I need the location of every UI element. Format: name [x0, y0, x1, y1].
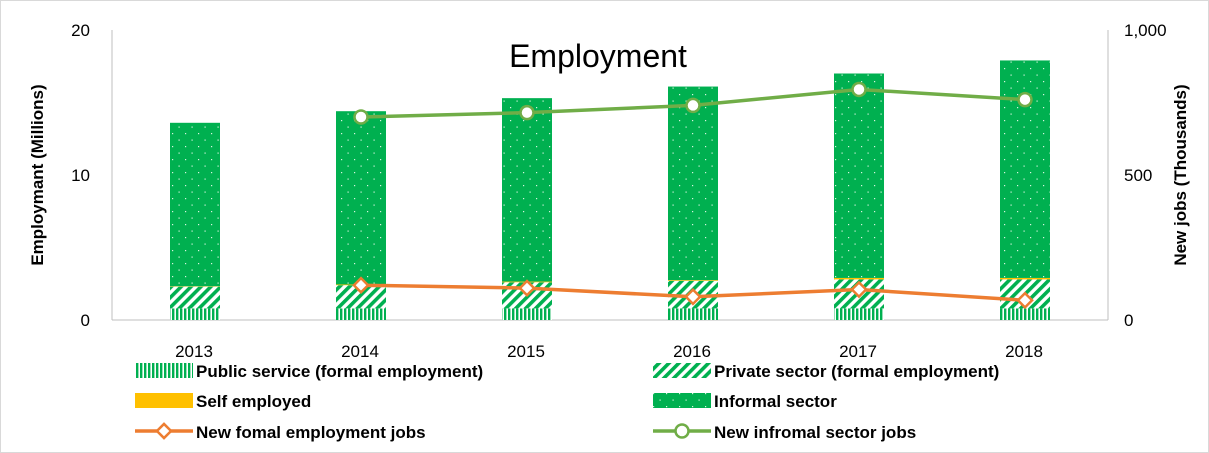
legend-swatch-vertical-stripes — [135, 363, 193, 378]
y2-axis-title: New jobs (Thousands) — [1171, 84, 1190, 265]
bar-segment — [170, 308, 220, 320]
legend-label: Public service (formal employment) — [196, 362, 483, 381]
data-point-circle[interactable] — [851, 81, 867, 98]
legend-item-informal-sector[interactable]: Informal sector — [653, 392, 837, 411]
x-tick-label: 2016 — [673, 342, 711, 361]
data-point-circle[interactable] — [685, 97, 701, 114]
y-axis-title: Employmant (Millions) — [28, 84, 47, 265]
x-tick-label: 2015 — [507, 342, 545, 361]
y-tick-label: 20 — [71, 21, 90, 40]
y2-tick-label: 1,000 — [1124, 21, 1167, 40]
x-tick-label: 2017 — [839, 342, 877, 361]
legend-item-private-sector[interactable]: Private sector (formal employment) — [653, 362, 999, 381]
legend-label: New fomal employment jobs — [196, 423, 426, 442]
legend-label: New infromal sector jobs — [714, 423, 916, 442]
x-tick-label: 2013 — [175, 342, 213, 361]
bar-segment — [668, 86, 718, 281]
legend-label: Private sector (formal employment) — [714, 362, 999, 381]
diamond-marker-icon — [155, 422, 173, 440]
y-tick-label: 10 — [71, 166, 90, 185]
legend-label: Self employed — [196, 392, 311, 411]
bar-segment — [668, 280, 718, 281]
y2-tick-label: 0 — [1124, 311, 1133, 330]
legend-item-new-informal-jobs[interactable]: New infromal sector jobs — [653, 423, 916, 442]
circle-marker-icon — [674, 423, 690, 439]
data-point-circle[interactable] — [1017, 91, 1033, 108]
legend-swatch-dots — [653, 393, 711, 408]
legend-swatch-solid — [135, 393, 193, 408]
bar-segment — [336, 111, 386, 285]
legend-item-public-service[interactable]: Public service (formal employment) — [135, 362, 483, 381]
data-point-diamond[interactable] — [850, 280, 868, 299]
bar-segment — [834, 277, 884, 280]
legend-item-new-formal-jobs[interactable]: New fomal employment jobs — [135, 422, 426, 442]
data-point-diamond[interactable] — [684, 287, 702, 306]
legend: Public service (formal employment) Priva… — [135, 362, 999, 442]
bars-layer — [170, 60, 1050, 320]
y-tick-label: 0 — [81, 311, 90, 330]
chart-title: Employment — [509, 38, 687, 74]
bar-segment — [502, 98, 552, 282]
data-point-diamond[interactable] — [518, 279, 536, 297]
y2-tick-label: 500 — [1124, 166, 1152, 185]
bar-segment — [502, 308, 552, 320]
data-point-circle[interactable] — [519, 104, 535, 121]
bar-segment — [336, 285, 386, 309]
bar-segment — [668, 308, 718, 320]
data-point-diamond[interactable] — [352, 276, 370, 295]
bar-segment — [834, 308, 884, 320]
legend-item-self-employed[interactable]: Self employed — [135, 392, 311, 411]
bar-segment — [834, 73, 884, 278]
data-point-diamond[interactable] — [1016, 291, 1034, 310]
x-tick-label: 2018 — [1005, 342, 1043, 361]
bar-segment — [1000, 308, 1050, 320]
lines-layer — [352, 81, 1034, 310]
bar-segment — [170, 286, 220, 309]
bar-segment — [170, 122, 220, 287]
legend-swatch-diagonal-stripes — [653, 363, 711, 378]
x-tick-label: 2014 — [341, 342, 379, 361]
data-point-circle[interactable] — [353, 109, 369, 125]
legend-label: Informal sector — [714, 392, 837, 411]
bar-segment — [1000, 277, 1050, 280]
bar-segment — [336, 308, 386, 320]
